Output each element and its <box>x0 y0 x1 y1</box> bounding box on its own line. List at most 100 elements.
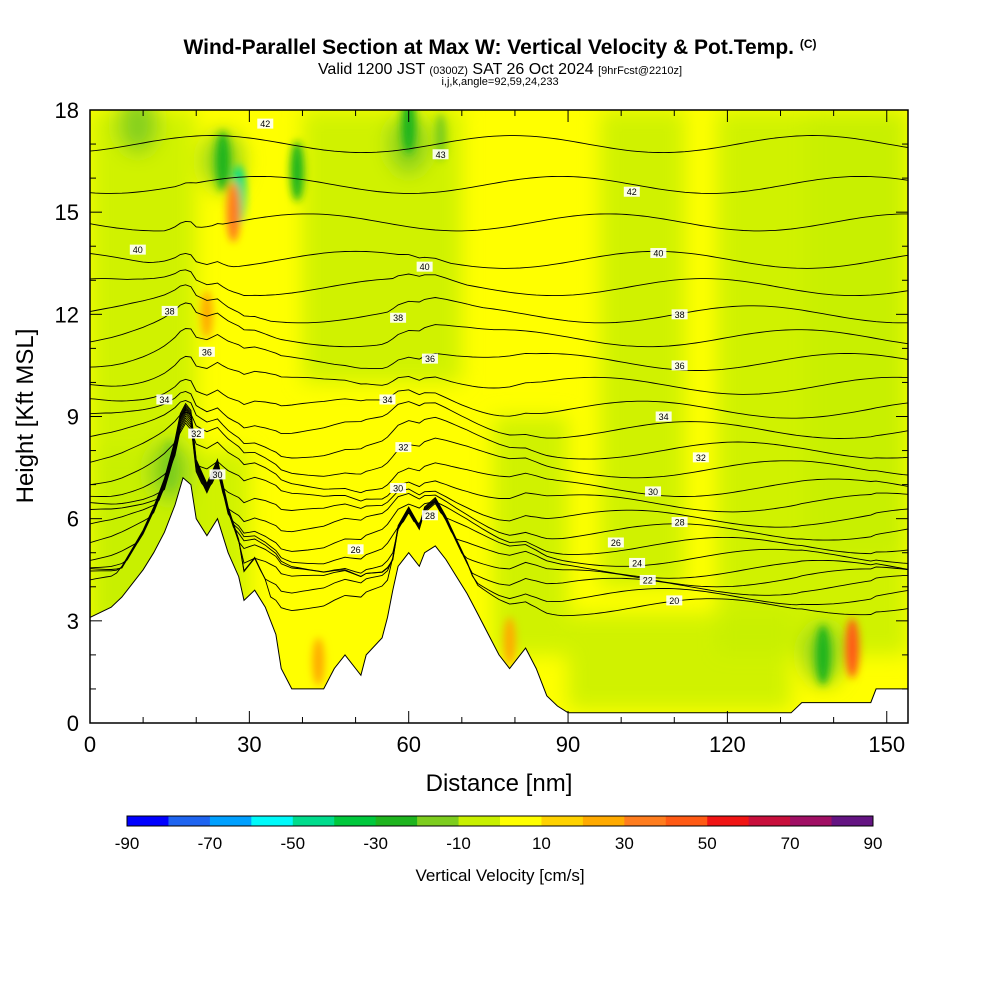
theta-label-text: 40 <box>133 245 143 255</box>
chart-subtitle: Valid 1200 JST (0300Z) SAT 26 Oct 2024 [… <box>0 61 1000 79</box>
valid-date: SAT 26 Oct 2024 <box>472 61 594 78</box>
x-tick-label: 120 <box>709 732 746 757</box>
shading-region-7 <box>493 416 569 655</box>
velocity-cell-2 <box>290 141 305 202</box>
y-tick-label: 9 <box>67 405 79 430</box>
theta-contour-42 <box>90 175 908 194</box>
theta-label-15: 34 <box>655 411 672 422</box>
colorbar-swatch <box>500 816 542 826</box>
theta-label-text: 32 <box>696 453 706 463</box>
theta-label-3: 26 <box>347 544 364 555</box>
colorbar-swatch <box>707 816 750 826</box>
colorbar-swatch <box>790 816 833 826</box>
theta-contour-40 <box>90 250 908 269</box>
theta-label-text: 38 <box>165 306 175 316</box>
velocity-cell-7 <box>845 618 860 679</box>
theta-label-13: 34 <box>156 394 173 405</box>
section-indices: i,j,k,angle=92,59,24,233 <box>441 76 559 88</box>
theta-contour-29 <box>90 419 908 513</box>
colorbar-label: Vertical Velocity [cm/s] <box>415 866 584 885</box>
theta-label-text: 32 <box>398 443 408 453</box>
colorbar-tick-label: 70 <box>781 834 800 853</box>
theta-label-text: 38 <box>393 313 403 323</box>
colorbar-swatch <box>334 816 377 826</box>
theta-label-text: 30 <box>648 487 658 497</box>
y-axis-label: Height [Kft MSL] <box>12 329 39 504</box>
theta-contour-26 <box>90 412 908 555</box>
theta-contour-35 <box>90 355 908 395</box>
x-tick-label: 30 <box>237 732 261 757</box>
theta-label-16: 36 <box>198 346 215 357</box>
theta-label-text: 24 <box>632 558 642 568</box>
theta-label-0: 20 <box>666 595 683 606</box>
theta-contour-43 <box>90 135 908 154</box>
theta-contour-30 <box>90 422 908 497</box>
x-tick-label: 60 <box>396 732 420 757</box>
theta-contour-36 <box>90 328 908 371</box>
theta-label-21: 38 <box>671 309 688 320</box>
velocity-cell-8 <box>226 182 241 243</box>
velocity-cell-9 <box>200 290 213 339</box>
y-tick-label: 0 <box>67 711 79 736</box>
x-axis-label: Distance [nm] <box>426 770 573 797</box>
colorbar-tick-label: -30 <box>363 834 388 853</box>
colorbar-tick-label: 90 <box>864 834 883 853</box>
colorbar-swatch <box>831 816 874 826</box>
colorbar-swatch <box>292 816 335 826</box>
velocity-cell-5 <box>401 110 416 154</box>
theta-label-text: 34 <box>382 395 392 405</box>
velocity-cell-10 <box>312 637 325 686</box>
y-tick-label: 6 <box>67 507 79 532</box>
colorbar-swatch <box>624 816 667 826</box>
colorbar-swatch <box>251 816 294 826</box>
theta-label-1: 22 <box>639 574 656 585</box>
velocity-cell-11 <box>503 617 516 666</box>
theta-contour-28 <box>90 417 908 528</box>
theta-label-text: 42 <box>627 187 637 197</box>
shading-region-5 <box>568 614 792 710</box>
theta-contours <box>90 135 908 617</box>
theta-label-27: 43 <box>432 149 449 160</box>
colorbar-swatch <box>168 816 211 826</box>
valid-time: Valid 1200 JST <box>317 61 425 78</box>
theta-contour-41 <box>90 213 908 232</box>
colorbar-swatch <box>417 816 460 826</box>
theta-label-text: 34 <box>159 395 169 405</box>
theta-label-20: 38 <box>390 312 407 323</box>
theta-label-text: 26 <box>351 545 361 555</box>
colorbar-swatch <box>375 816 418 826</box>
velocity-cells <box>163 110 860 686</box>
theta-label-6: 28 <box>671 517 688 528</box>
x-tick-label: 150 <box>868 732 905 757</box>
x-tick-label: 90 <box>556 732 580 757</box>
theta-label-text: 28 <box>425 511 435 521</box>
x-axis: 0 30 60 90 120 150 <box>84 110 905 757</box>
colorbar-tick-label: 50 <box>698 834 717 853</box>
colorbar-swatch <box>541 816 584 826</box>
theta-label-text: 30 <box>212 470 222 480</box>
theta-contour-31 <box>90 411 908 479</box>
theta-label-text: 38 <box>675 310 685 320</box>
theta-label-10: 32 <box>188 428 205 439</box>
theta-label-text: 28 <box>675 518 685 528</box>
theta-label-text: 40 <box>653 249 663 259</box>
shading-region-2 <box>599 110 685 587</box>
theta-contour-27 <box>90 415 908 541</box>
y-tick-label: 3 <box>67 609 79 634</box>
theta-label-23: 40 <box>416 261 433 272</box>
utc-time: (0300Z) <box>429 65 468 77</box>
colorbar-tick-label: 30 <box>615 834 634 853</box>
theta-label-9: 30 <box>645 486 662 497</box>
theta-label-25: 42 <box>257 118 274 129</box>
colorbar-tick-label: 10 <box>532 834 551 853</box>
theta-label-text: 40 <box>420 262 430 272</box>
copyright-mark: (C) <box>799 37 817 51</box>
colorbar-tick-label: -50 <box>280 834 305 853</box>
chart-title: Wind-Parallel Section at Max W: Vertical… <box>0 36 1000 60</box>
colorbar-tick-label: -90 <box>115 834 140 853</box>
theta-label-17: 36 <box>421 353 438 364</box>
y-tick-label: 12 <box>55 302 79 327</box>
